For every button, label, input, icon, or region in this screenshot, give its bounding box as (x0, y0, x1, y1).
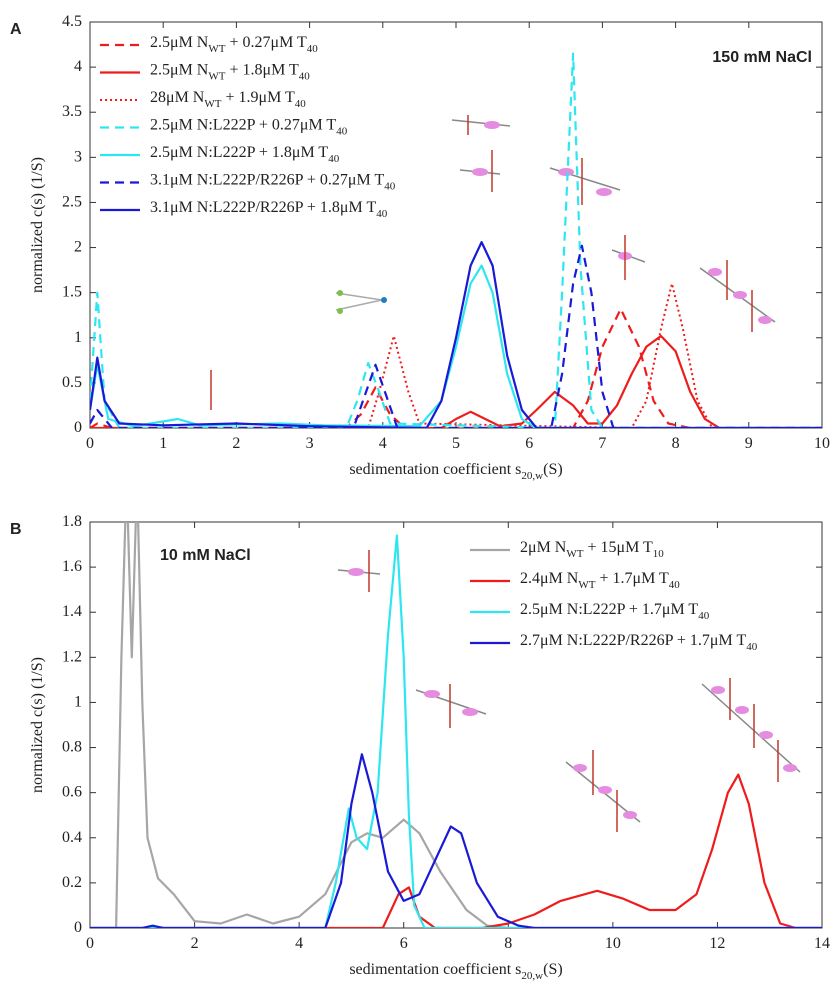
plot-frame (89, 21, 823, 429)
cartoon (337, 550, 381, 592)
x-tick-label: 12 (709, 935, 725, 952)
legend-label: 3.1μM N:L222P/R226P + 0.27μM T40 (150, 171, 396, 192)
series-group (90, 522, 822, 928)
y-tick-label: 0 (74, 419, 82, 436)
panel-label: A (10, 21, 22, 38)
y-tick-label: 1 (74, 328, 82, 345)
y-tick-label: 3 (74, 148, 82, 165)
x-tick-label: 0 (86, 435, 94, 452)
data-line (90, 264, 822, 428)
legend-label: 2.4μM NWT + 1.7μM T40 (520, 570, 680, 591)
x-tick-label: 8 (504, 935, 512, 952)
x-tick-label: 2 (191, 935, 199, 952)
plot: 0 2 4 6 8 10 12 14 0 0.2 0.4 0.6 0.8 1 1.2 1.4 1.6 1.8 sed… (10, 513, 830, 982)
cartoon (565, 750, 641, 832)
y-tick-label: 0.2 (62, 874, 82, 891)
data-line (90, 334, 822, 428)
legend-label: 28μM NWT + 1.9μM T40 (150, 89, 306, 110)
data-line (90, 241, 822, 428)
y-tick-label: 1.2 (62, 648, 82, 665)
y-tick-label: 0.4 (62, 828, 82, 845)
legend-label: 2.7μM N:L222P/R226P + 1.7μM T40 (520, 632, 758, 653)
y-tick-label: 2 (74, 238, 82, 255)
data-line (90, 282, 822, 428)
plot: 0 1 2 3 4 5 6 7 8 9 10 0 0.5 1 1.5 2 2.5 3 3.5 4 4.5 sediment… (10, 13, 830, 482)
y-tick-label: 4.5 (62, 13, 82, 30)
y-tick-label: 0.6 (62, 783, 82, 800)
cartoon (611, 235, 646, 280)
cartoon (459, 150, 501, 192)
y-tick-label: 1.5 (62, 283, 82, 300)
cartoon (701, 678, 801, 782)
cartoon (335, 290, 387, 314)
y-axis-label: normalized c(s) (1/S) (29, 157, 46, 293)
y-tick-label: 0.5 (62, 374, 82, 391)
y-tick-label: 0 (74, 919, 82, 936)
cartoons (210, 115, 801, 832)
x-tick-label: 4 (379, 435, 387, 452)
legend-label: 2.5μM N:L222P + 0.27μM T40 (150, 116, 348, 137)
y-tick-label: 1.8 (62, 513, 82, 530)
x-tick-label: 5 (452, 435, 460, 452)
x-tick-label: 8 (672, 435, 680, 452)
chart-title: 10 mM NaCl (160, 547, 251, 564)
y-tick-label: 1.4 (62, 603, 82, 620)
y-tick-label: 1 (74, 693, 82, 710)
data-line (90, 52, 822, 428)
x-tick-label: 6 (400, 935, 408, 952)
x-tick-label: 10 (814, 435, 830, 452)
data-line (90, 753, 822, 928)
x-axis-label: sedimentation coefficient s20,w(S) (349, 961, 562, 982)
panel-label: B (10, 521, 22, 538)
legend-label: 2μM NWT + 15μM T10 (520, 539, 664, 560)
data-line (90, 534, 822, 928)
x-tick-label: 7 (598, 435, 606, 452)
x-tick-label: 3 (306, 435, 314, 452)
legend-label: 2.5μM N:L222P + 1.7μM T40 (520, 601, 710, 622)
x-tick-label: 4 (295, 935, 303, 952)
x-tick-label: 9 (745, 435, 753, 452)
y-tick-label: 3.5 (62, 103, 82, 120)
data-line (90, 522, 822, 928)
x-tick-label: 14 (814, 935, 830, 952)
y-tick-label: 1.6 (62, 558, 82, 575)
x-tick-label: 0 (86, 935, 94, 952)
x-tick-label: 6 (525, 435, 533, 452)
x-tick-label: 2 (232, 435, 240, 452)
chart-title: 150 mM NaCl (712, 49, 812, 66)
legend-label: 2.5μM NWT + 1.8μM T40 (150, 61, 310, 82)
x-tick-label: 10 (605, 935, 621, 952)
y-axis-label: normalized c(s) (1/S) (29, 657, 46, 793)
legend-label: 3.1μM N:L222P/R226P + 1.8μM T40 (150, 199, 388, 220)
data-line (90, 307, 822, 428)
y-tick-label: 4 (74, 58, 82, 75)
series-group (90, 52, 822, 428)
legend-label: 2.5μM NWT + 0.27μM T40 (150, 34, 318, 55)
cartoon (699, 260, 776, 332)
y-tick-label: 0.8 (62, 738, 82, 755)
data-line (90, 773, 822, 928)
x-axis-label: sedimentation coefficient s20,w(S) (349, 461, 562, 482)
x-tick-label: 1 (159, 435, 167, 452)
cartoon (549, 158, 621, 205)
legend-label: 2.5μM N:L222P + 1.8μM T40 (150, 144, 340, 165)
cartoon (451, 115, 511, 135)
cartoon (415, 684, 487, 728)
plot-frame (89, 521, 823, 929)
y-tick-label: 2.5 (62, 193, 82, 210)
